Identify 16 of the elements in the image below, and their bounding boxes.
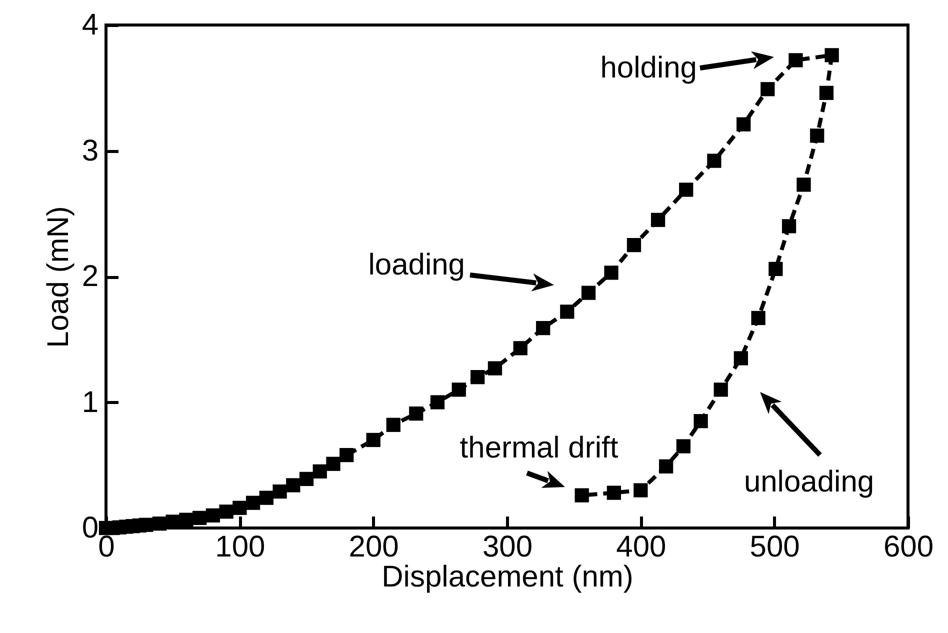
y-tick-label: 3	[82, 134, 98, 168]
x-tick-label: 200	[348, 530, 399, 564]
y-axis-title: Load (mN)	[42, 206, 75, 348]
y-tick-label: 2	[82, 260, 98, 293]
x-tick-label: 300	[482, 530, 533, 564]
annotation: loading	[368, 248, 465, 282]
y-tick-label: 4	[82, 8, 98, 42]
annotation: unloading	[744, 466, 874, 498]
x-tick-label: 600	[883, 530, 934, 564]
annotation: holding	[600, 52, 697, 84]
x-tick-label: 100	[215, 530, 266, 564]
x-tick-label: 400	[616, 530, 666, 564]
annotation: thermal drift	[460, 432, 619, 464]
x-axis-title: Displacement (nm)	[382, 560, 634, 594]
y-tick-label: 1	[82, 386, 98, 419]
x-tick-label: 500	[750, 530, 800, 564]
